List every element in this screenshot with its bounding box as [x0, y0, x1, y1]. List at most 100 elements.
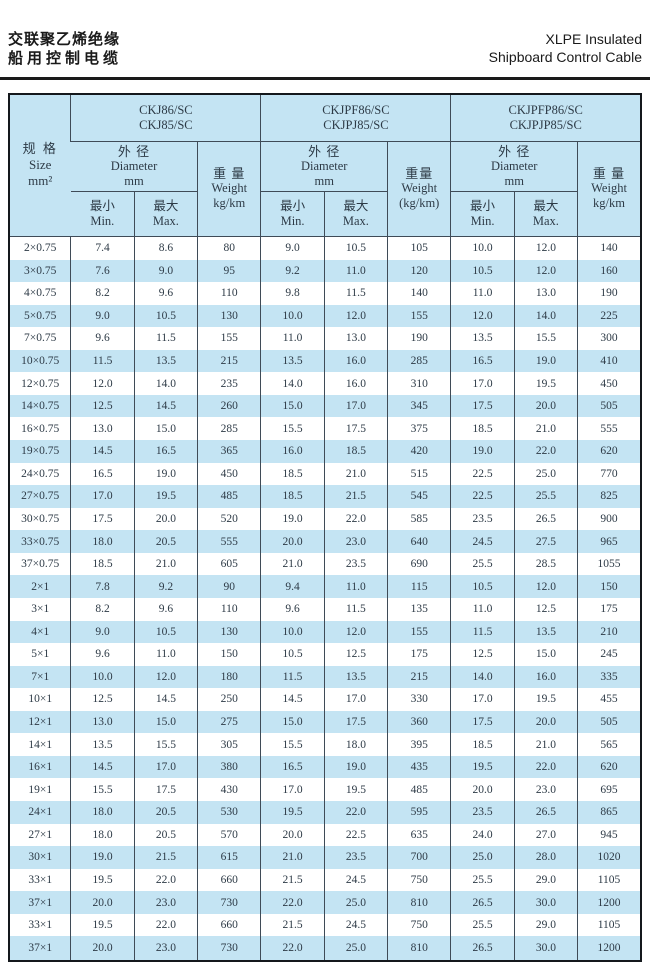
value-cell: 18.5 [70, 552, 135, 576]
value-cell: 30.0 [513, 936, 578, 961]
size-cell: 27×1 [28, 828, 53, 841]
value-cell: 11.0 [260, 327, 325, 350]
table-row: 19×1 15.5 17.5 430 17.0 19.5 485 20.0 23.0 695 [9, 778, 641, 801]
size-cell: 12×1 [9, 710, 71, 734]
title-cn-line1: 交联聚乙烯绝缘 [8, 31, 121, 48]
value-cell: 9.0 [260, 236, 325, 260]
group3-diameter-header: 外 径 Diameter mm [450, 141, 578, 192]
group3-max-header: 最大 Max. [513, 191, 578, 237]
value-cell: 19.0 [323, 755, 388, 779]
value-cell: 660 [197, 913, 261, 937]
value-cell: 19.5 [513, 688, 578, 711]
value-cell: 23.0 [133, 891, 198, 914]
value-cell: 130 [197, 304, 261, 328]
value-cell: 20.0 [513, 394, 578, 418]
size-cell: 3×0.75 [9, 259, 71, 283]
size-cell: 33×1 [28, 873, 53, 886]
value-cell: 175 [387, 643, 451, 666]
value-cell: 9.4 [260, 575, 325, 598]
value-cell: 20.0 [260, 823, 325, 847]
value-cell: 9.6 [133, 597, 198, 621]
table-row: 10×1 12.5 14.5 250 14.5 17.0 330 17.0 19.5 455 [9, 688, 641, 711]
value-cell: 9.2 [133, 575, 198, 598]
value-cell: 14.0 [260, 372, 325, 395]
value-cell: 80 [197, 236, 261, 260]
table-head: 规 格 Size mm² CKJ86/SC CKJ85/SC CKJPF86/S… [9, 94, 641, 237]
value-cell: 11.0 [133, 643, 198, 666]
value-cell: 17.5 [323, 417, 388, 440]
value-cell: 18.5 [323, 440, 388, 463]
value-cell: 19.5 [70, 868, 135, 892]
table-row: 12×0.75 12.0 14.0 235 14.0 16.0 310 17.0 19.5 450 [9, 372, 641, 395]
value-cell: 455 [577, 688, 641, 711]
table-row: 37×1 20.0 23.0 730 22.0 25.0 810 26.5 30.0 1200 [9, 891, 641, 914]
min-cn: 最小 [470, 198, 496, 213]
value-cell: 12.0 [513, 236, 578, 260]
group1-model-line1: CKJ86/SC [139, 102, 193, 117]
value-cell: 12.0 [323, 620, 388, 644]
value-cell: 20.5 [133, 801, 198, 824]
size-cell: 3×1 [31, 603, 50, 616]
value-cell: 12.0 [323, 304, 388, 328]
table-row: 19×0.75 14.5 16.5 365 16.0 18.5 420 19.0 22.0 620 [9, 440, 641, 463]
table-row: 3×1 8.2 9.6 110 9.6 11.5 135 11.0 12.5 175 [9, 597, 641, 621]
value-cell: 19.5 [323, 778, 388, 801]
value-cell: 1200 [577, 936, 641, 961]
value-cell: 520 [197, 507, 261, 531]
value-cell: 420 [387, 440, 451, 463]
title-en-line1: XLPE Insulated [545, 31, 642, 47]
value-cell: 17.0 [450, 688, 515, 711]
diameter-en: Diameter [110, 158, 158, 173]
value-cell: 12.5 [513, 597, 578, 621]
value-cell: 23.0 [513, 778, 578, 801]
value-cell: 15.0 [513, 643, 578, 666]
value-cell: 1200 [577, 891, 641, 914]
table-row: 4×1 9.0 10.5 130 10.0 12.0 155 11.5 13.5 210 [9, 620, 641, 644]
max-en: Max. [342, 213, 369, 228]
value-cell: 485 [197, 485, 261, 508]
diameter-en: Diameter [490, 158, 538, 173]
value-cell: 11.0 [450, 282, 515, 305]
table-row: 33×0.75 18.0 20.5 555 20.0 23.0 640 24.5 27.5 965 [9, 530, 641, 553]
value-cell: 14.5 [133, 688, 198, 711]
value-cell: 615 [197, 846, 261, 869]
diameter-en: Diameter [300, 158, 348, 173]
size-cell: 19×1 [28, 783, 53, 796]
value-cell: 21.0 [513, 733, 578, 756]
header-divider [0, 77, 650, 80]
size-cell: 10×1 [28, 693, 53, 706]
weight-unit: kg/km [213, 196, 246, 210]
value-cell: 8.2 [70, 597, 135, 621]
table-body: 2×0.75 7.4 8.6 80 9.0 10.5 105 10.0 12.0 140 3×0.7… [9, 236, 641, 961]
value-cell: 15.5 [133, 733, 198, 756]
value-cell: 900 [577, 507, 641, 531]
value-cell: 9.0 [133, 259, 198, 283]
value-cell: 160 [577, 259, 641, 283]
title-en-line2: Shipboard Control Cable [488, 49, 642, 65]
value-cell: 95 [197, 259, 261, 283]
size-cell: 37×1 [9, 936, 71, 961]
group1-diameter-header: 外 径 Diameter mm [70, 141, 198, 192]
value-cell: 23.5 [450, 801, 515, 824]
value-cell: 13.0 [70, 417, 135, 440]
size-cell: 24×1 [9, 801, 71, 824]
value-cell: 20.0 [450, 778, 515, 801]
value-cell: 545 [387, 485, 451, 508]
weight-unit: (kg/km) [399, 196, 440, 210]
value-cell: 28.5 [513, 552, 578, 576]
value-cell: 410 [577, 349, 641, 373]
value-cell: 21.5 [260, 913, 325, 937]
value-cell: 570 [197, 823, 261, 847]
value-cell: 17.0 [260, 778, 325, 801]
group3-min-header: 最小 Min. [450, 191, 515, 237]
value-cell: 22.0 [513, 440, 578, 463]
title-chinese: 交联聚乙烯绝缘 船用控制电缆 [8, 30, 122, 68]
value-cell: 12.0 [70, 372, 135, 395]
value-cell: 110 [197, 597, 261, 621]
table-row: 24×1 18.0 20.5 530 19.5 22.0 595 23.5 26.5 865 [9, 801, 641, 824]
group3-model-line2: CKJPJP85/SC [509, 117, 582, 132]
size-header-cn: 规 格 [22, 141, 58, 157]
value-cell: 22.0 [513, 755, 578, 779]
value-cell: 7.4 [70, 236, 135, 260]
value-cell: 22.0 [260, 936, 325, 961]
